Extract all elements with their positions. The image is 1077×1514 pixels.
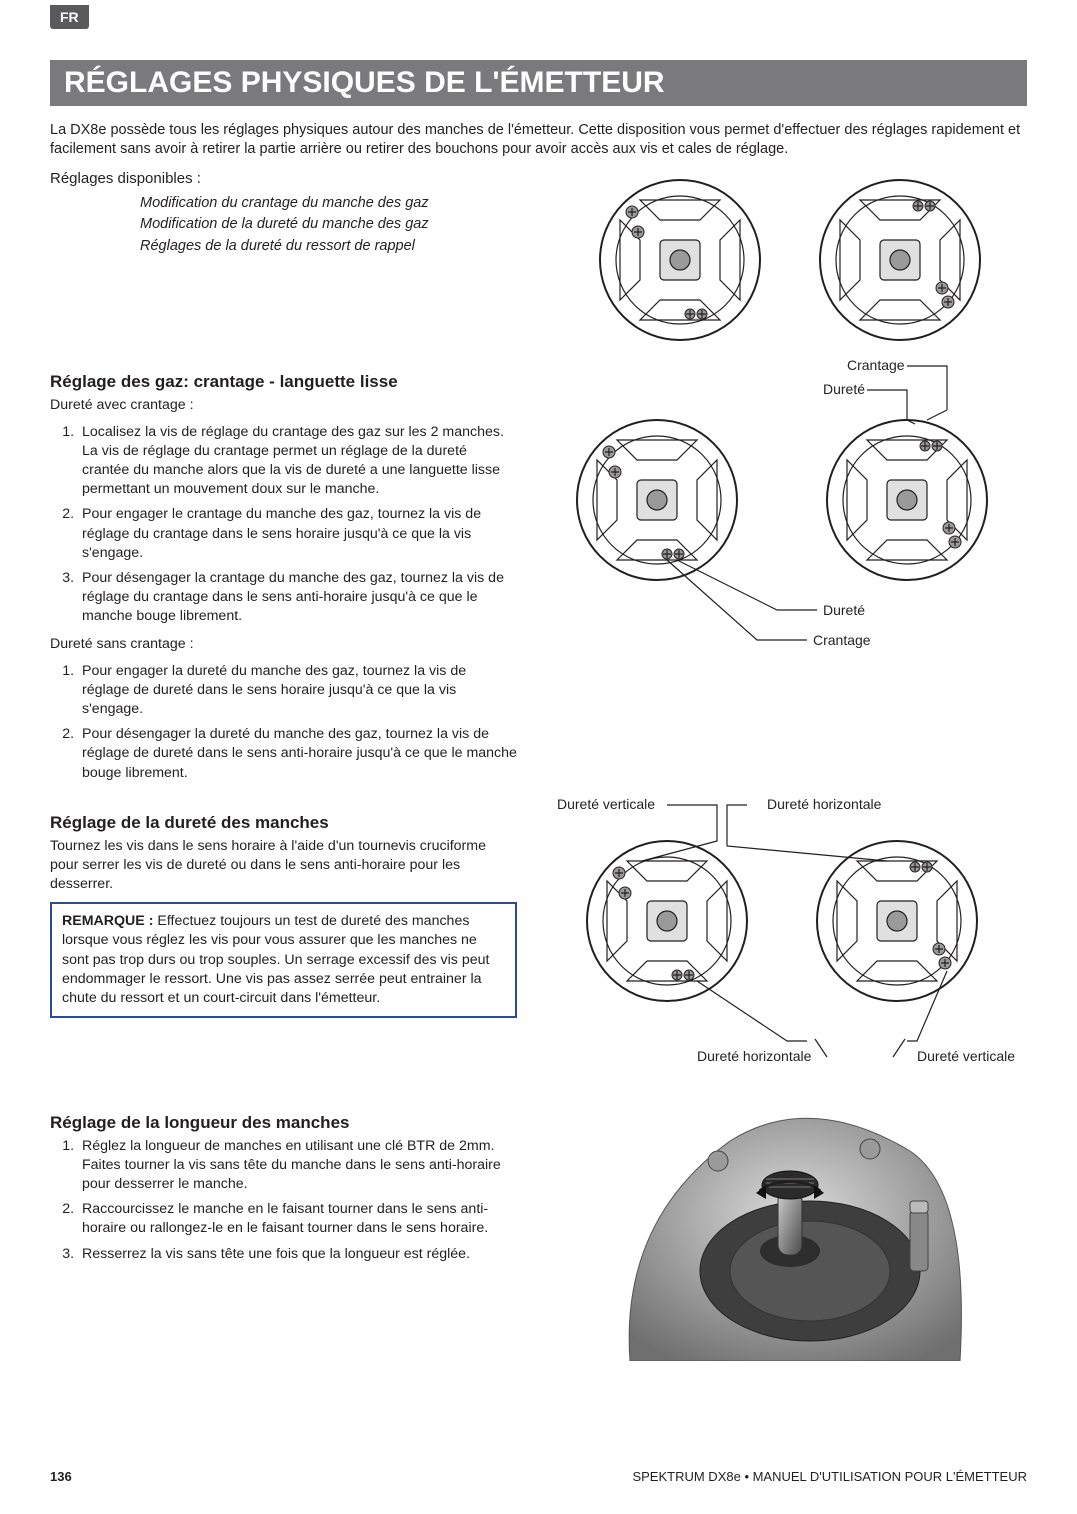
language-tab: FR [50, 5, 89, 29]
sec3-title: Réglage de la longueur des manches [50, 1113, 524, 1133]
sec2-paragraph: Tournez les vis dans le sens horaire à l… [50, 837, 517, 895]
svg-text:Dureté horizontale: Dureté horizontale [697, 1048, 812, 1064]
list-item: Pour désengager la dureté du manche des … [78, 725, 517, 783]
page-footer: 136 SPEKTRUM DX8e • MANUEL D'UTILISATION… [50, 1461, 1027, 1484]
list-item: Pour désengager la crantage du manche de… [78, 569, 517, 627]
sec1-sub2: Dureté sans crantage : [50, 635, 517, 654]
list-item: Pour engager le crantage du manche des g… [78, 505, 517, 563]
avail-item: Réglages de la dureté du ressort de rapp… [140, 236, 524, 258]
gimbal-pair-diagram [554, 170, 1028, 350]
svg-text:Dureté: Dureté [823, 602, 865, 618]
footer-right: SPEKTRUM DX8e • MANUEL D'UTILISATION POU… [632, 1469, 1027, 1484]
gimbal-left-icon [590, 170, 770, 350]
tension-hv-diagram: Dureté verticale Dureté horizontale [547, 791, 1027, 1071]
avail-heading: Réglages disponibles : [50, 170, 524, 187]
sec3-list: Réglez la longueur de manches en utilisa… [50, 1137, 524, 1264]
list-item: Raccourcissez le manche en le faisant to… [78, 1200, 524, 1238]
list-item: Réglez la longueur de manches en utilisa… [78, 1137, 524, 1195]
list-item: Localisez la vis de réglage du crantage … [78, 423, 517, 500]
sec1-list1: Localisez la vis de réglage du crantage … [50, 423, 517, 627]
sec1-title: Réglage des gaz: crantage - languette li… [50, 372, 517, 392]
list-item: Resserrez la vis sans tête une fois que … [78, 1245, 524, 1264]
svg-text:Dureté verticale: Dureté verticale [557, 796, 655, 812]
ratchet-tension-diagram: Crantage Dureté [547, 350, 1027, 670]
svg-text:Crantage: Crantage [847, 357, 905, 373]
gimbal-right-icon [810, 170, 990, 350]
svg-text:Dureté: Dureté [823, 381, 865, 397]
sec1-sub1: Dureté avec crantage : [50, 396, 517, 415]
avail-item: Modification de la dureté du manche des … [140, 214, 524, 236]
intro-paragraph: La DX8e possède tous les réglages physiq… [50, 121, 1027, 160]
note-box: REMARQUE : Effectuez toujours un test de… [50, 902, 517, 1018]
note-label: REMARQUE : [62, 913, 153, 929]
sec2-title: Réglage de la dureté des manches [50, 813, 517, 833]
svg-text:Dureté verticale: Dureté verticale [917, 1048, 1015, 1064]
page-title: RÉGLAGES PHYSIQUES DE L'ÉMETTEUR [50, 60, 1027, 106]
sec1-list2: Pour engager la dureté du manche des gaz… [50, 662, 517, 783]
list-item: Pour engager la dureté du manche des gaz… [78, 662, 517, 720]
page-number: 136 [50, 1469, 72, 1484]
svg-text:Crantage: Crantage [813, 632, 871, 648]
stick-length-photo [610, 1101, 970, 1361]
svg-text:Dureté horizontale: Dureté horizontale [767, 796, 882, 812]
avail-item: Modification du crantage du manche des g… [140, 193, 524, 215]
